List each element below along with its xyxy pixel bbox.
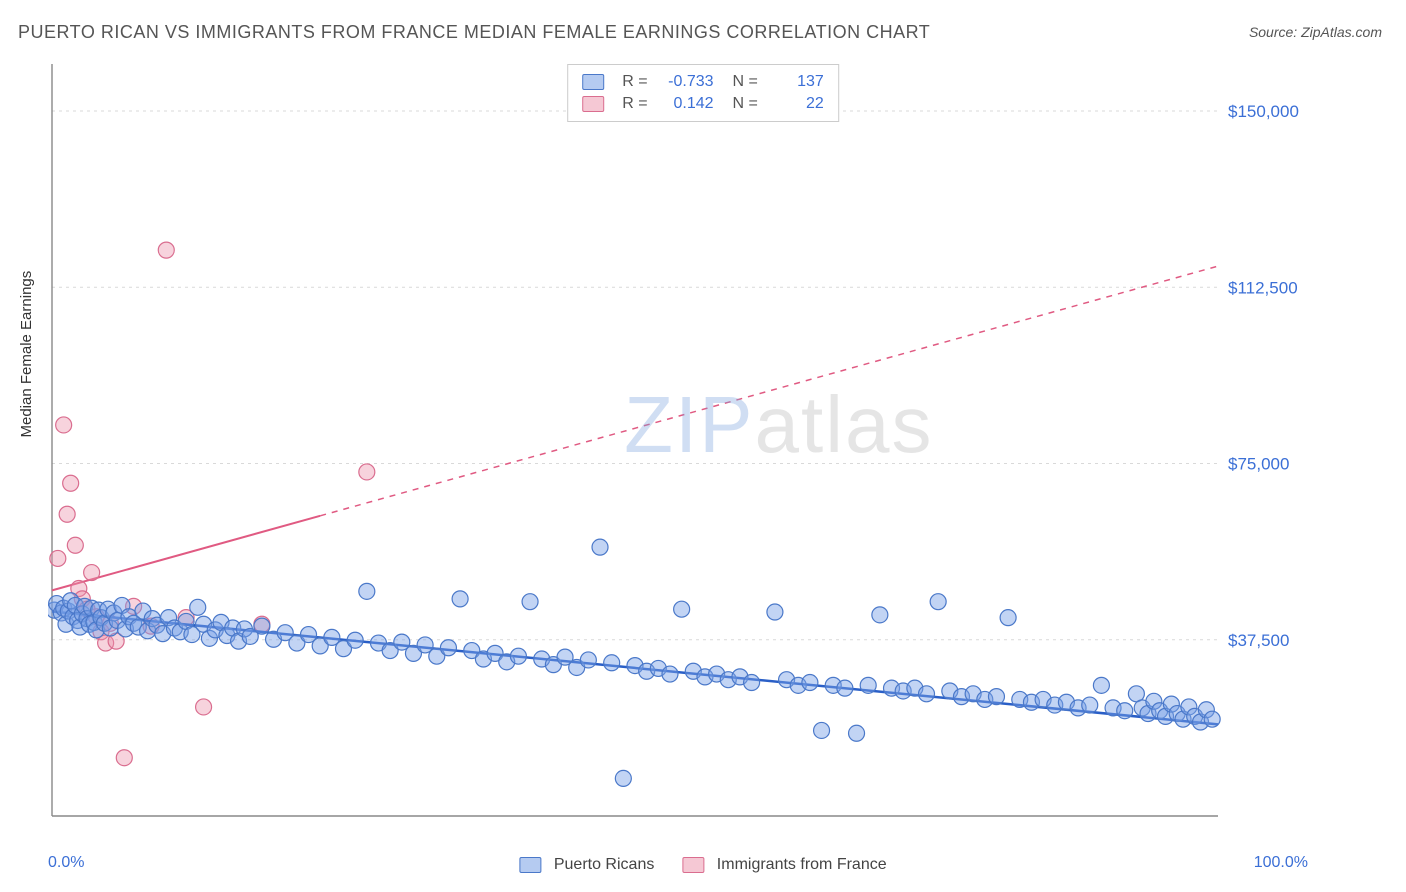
bottom-legend: Puerto Ricans Immigrants from France xyxy=(519,856,886,874)
svg-text:$112,500: $112,500 xyxy=(1228,278,1298,297)
r-value: 0.142 xyxy=(658,95,714,113)
scatter-plot-svg: $37,500 $75,000 $112,500 $150,000 xyxy=(48,60,1308,820)
legend-text: R = xyxy=(622,73,647,91)
legend-label: Immigrants from France xyxy=(717,856,887,873)
svg-text:$150,000: $150,000 xyxy=(1228,102,1299,121)
legend-swatch-a xyxy=(582,74,604,90)
n-value: 137 xyxy=(768,73,824,91)
y-axis-label: Median Female Earnings xyxy=(18,271,35,438)
r-value: -0.733 xyxy=(658,73,714,91)
legend-swatch-1 xyxy=(519,857,541,873)
plot-area: $37,500$75,000$112,500$150,000 ZIPatlas xyxy=(48,60,1308,820)
svg-text:$37,500: $37,500 xyxy=(1228,631,1289,650)
correlation-legend: R = -0.733 N = 137 R = 0.142 N = 22 xyxy=(567,64,839,122)
legend-item: Puerto Ricans xyxy=(519,856,654,874)
x-axis-start-label: 0.0% xyxy=(48,854,84,872)
legend-row: R = -0.733 N = 137 xyxy=(582,71,824,93)
legend-text: R = xyxy=(622,95,647,113)
legend-swatch-b xyxy=(582,96,604,112)
n-value: 22 xyxy=(768,95,824,113)
chart-title: PUERTO RICAN VS IMMIGRANTS FROM FRANCE M… xyxy=(18,22,930,43)
legend-item: Immigrants from France xyxy=(682,856,886,874)
legend-swatch-2 xyxy=(682,857,704,873)
svg-text:$75,000: $75,000 xyxy=(1228,455,1289,474)
x-axis-end-label: 100.0% xyxy=(1254,854,1308,872)
legend-row: R = 0.142 N = 22 xyxy=(582,93,824,115)
legend-text: N = xyxy=(724,73,758,91)
legend-label: Puerto Ricans xyxy=(554,856,655,873)
legend-text: N = xyxy=(724,95,758,113)
source-attribution: Source: ZipAtlas.com xyxy=(1249,24,1382,40)
